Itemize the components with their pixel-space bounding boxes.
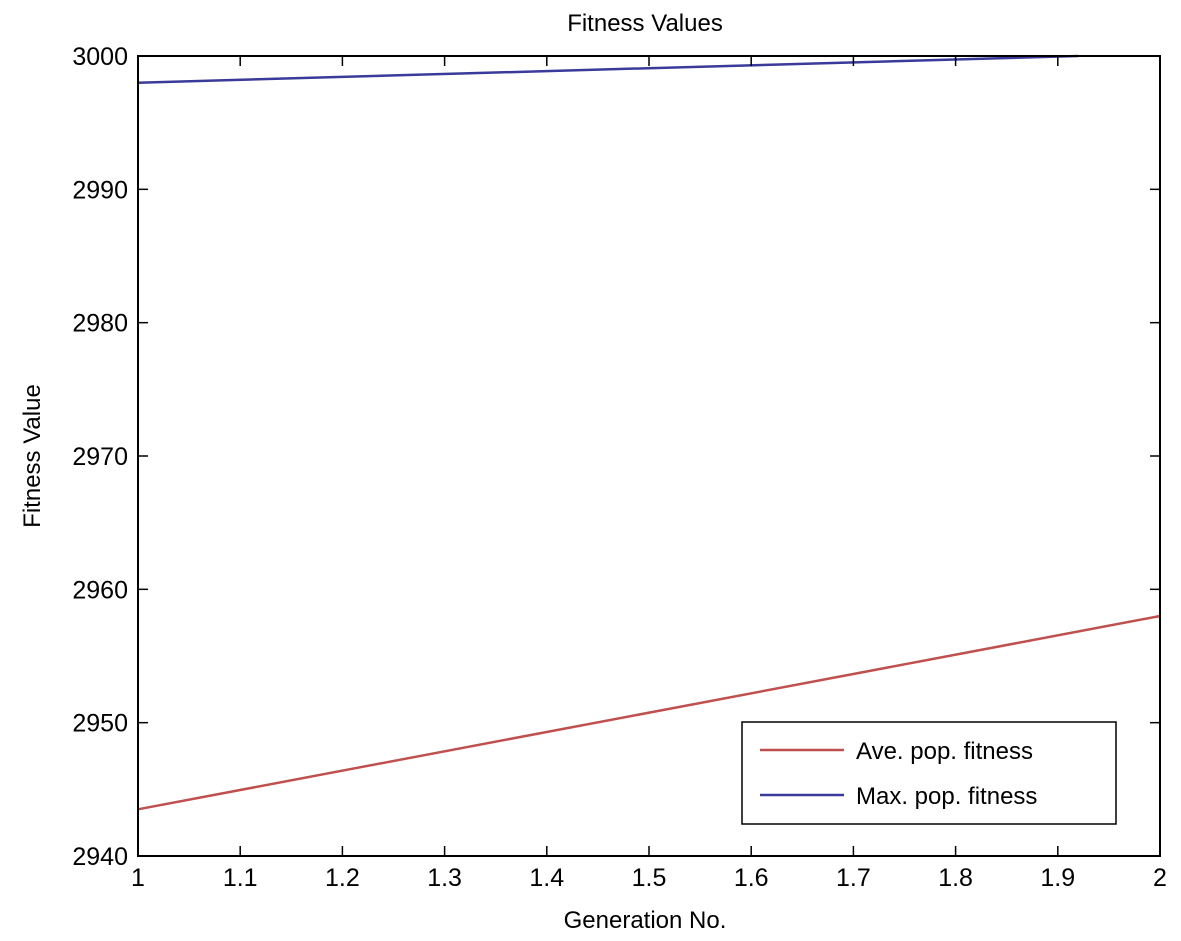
x-tick-label: 1.5 [632,864,667,892]
legend-box [741,721,1117,825]
y-tick-label: 2990 [72,176,128,204]
x-tick-label: 2 [1153,864,1167,892]
x-tick-label: 1.4 [529,864,564,892]
x-tick-label: 1.2 [325,864,360,892]
x-tick-label: 1 [131,864,145,892]
legend-label: Max. pop. fitness [856,783,1037,810]
x-tick-label: 1.6 [734,864,769,892]
x-tick-label: 1.8 [938,864,973,892]
y-tick-label: 2970 [72,443,128,471]
series-line-ave-fitness [137,614,1161,811]
chart-title: Fitness Values [567,10,723,37]
y-tick-label: 3000 [72,43,128,71]
legend: Ave. pop. fitness Max. pop. fitness [741,721,1117,825]
x-axis-label: Generation No. [564,907,727,934]
y-tick-label: 2980 [72,310,128,338]
y-tick-label: 2960 [72,576,128,604]
series-line-max-fitness [137,54,1079,84]
x-tick-label: 1.7 [836,864,871,892]
x-tick-label: 1.9 [1040,864,1075,892]
x-tick-label: 1.3 [427,864,462,892]
y-axis-label: Fitness Value [19,384,46,528]
x-tick-label: 1.1 [223,864,258,892]
y-tick-label: 2940 [72,843,128,871]
legend-label: Ave. pop. fitness [856,738,1033,765]
y-tick-label: 2950 [72,710,128,738]
